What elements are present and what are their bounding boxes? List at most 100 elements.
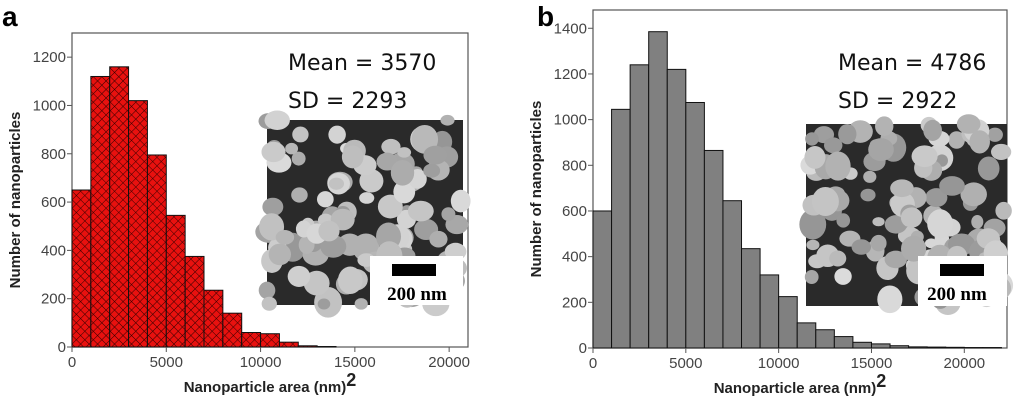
histogram-bar <box>870 343 891 349</box>
histogram-bar <box>703 149 724 349</box>
sem-particle <box>924 238 938 249</box>
panel-label: b <box>537 1 554 32</box>
sem-particle <box>823 137 843 154</box>
histogram-bar <box>222 312 243 348</box>
histogram-bar <box>297 345 318 348</box>
y-tick-label: 1000 <box>554 112 587 129</box>
sem-particle <box>868 138 894 162</box>
sem-particle <box>287 265 311 287</box>
sd-annotation: SD = 2922 <box>838 89 957 114</box>
sem-particle <box>925 188 948 208</box>
sem-particle <box>393 180 416 204</box>
x-axis-label: Nanoparticle area (nm)2 <box>714 371 887 397</box>
y-tick-label: 1000 <box>33 97 66 114</box>
histogram-bar <box>778 296 798 349</box>
y-tick-label: 0 <box>579 340 587 357</box>
sem-particle <box>875 116 894 137</box>
sem-particle <box>441 207 456 222</box>
histogram-bar <box>722 200 743 349</box>
histogram-bar <box>90 75 111 348</box>
sem-particle <box>291 187 308 203</box>
histogram-bar <box>184 255 205 348</box>
sem-particle <box>337 266 363 294</box>
y-tick-label: 600 <box>562 203 587 220</box>
x-tick-label: 20000 <box>428 354 470 371</box>
histogram-bar <box>926 346 947 349</box>
histogram-bar <box>852 341 872 349</box>
x-tick-label: 10000 <box>758 355 800 372</box>
sem-particle <box>381 138 401 155</box>
scale-bar-label: 200 nm <box>927 284 987 305</box>
y-tick-label: 1400 <box>554 20 587 37</box>
sem-particle <box>836 213 851 228</box>
sem-particle <box>799 209 827 240</box>
sem-inset-image: 200 nm <box>799 114 1014 316</box>
sem-particle <box>292 126 309 143</box>
sem-particle <box>804 146 826 169</box>
y-tick-label: 400 <box>562 249 587 266</box>
histogram-bar <box>796 322 817 349</box>
sem-particle <box>829 250 847 267</box>
sem-particle <box>261 296 277 311</box>
histogram-bar <box>109 66 130 348</box>
scale-bar <box>392 264 436 276</box>
histogram-bar <box>592 210 613 349</box>
sem-particle <box>805 132 819 146</box>
mean-annotation: Mean = 4786 <box>838 51 986 76</box>
sem-particle <box>987 127 1003 142</box>
sem-particle <box>811 186 839 217</box>
histogram-bar <box>685 101 705 349</box>
scale-bar-label: 200 nm <box>387 284 447 305</box>
sem-particle <box>258 281 276 300</box>
sem-particle <box>376 152 398 171</box>
sem-particle <box>423 145 447 165</box>
y-axis-label: Number of nanoparticles <box>528 101 545 278</box>
histogram-bar <box>611 108 631 349</box>
x-axis-label: Nanoparticle area (nm)2 <box>184 370 357 396</box>
sem-particle <box>838 123 857 145</box>
x-axis-label-superscript: 2 <box>876 371 886 391</box>
sem-particle <box>318 220 340 242</box>
x-axis-label-superscript: 2 <box>346 370 356 390</box>
x-tick-label: 15000 <box>851 355 893 372</box>
histogram-bar <box>203 289 224 348</box>
histogram-bar <box>759 274 780 349</box>
sem-particle <box>900 235 927 262</box>
sem-particle <box>804 269 819 285</box>
y-axis-label: Number of nanoparticles <box>7 112 24 289</box>
x-axis-label-text: Nanoparticle area (nm) <box>184 379 347 396</box>
y-tick-label: 800 <box>562 157 587 174</box>
sem-particle <box>262 197 284 217</box>
sem-particle <box>851 239 872 255</box>
histogram-bar <box>71 189 92 348</box>
sem-particle <box>872 217 885 227</box>
sem-particle <box>877 285 903 314</box>
sem-particle <box>806 239 820 251</box>
histogram-bar <box>945 346 965 349</box>
y-tick-label: 1200 <box>554 66 587 83</box>
sem-particle <box>890 179 914 198</box>
y-tick-label: 1200 <box>33 49 66 66</box>
sem-particle <box>956 114 981 134</box>
panel-label: a <box>2 1 18 32</box>
sem-particle <box>354 298 368 310</box>
mean-annotation: Mean = 3570 <box>288 51 436 76</box>
histogram-bar <box>833 336 854 349</box>
sem-particle <box>927 209 953 239</box>
sem-particle <box>884 250 907 269</box>
chart-panel-a: a 0 5000 10000 15000 20000 0 200 400 600 800 1000 12… <box>2 1 471 396</box>
x-tick-label: 15000 <box>334 354 376 371</box>
y-tick-label: 0 <box>58 339 66 356</box>
sem-particle <box>261 141 286 163</box>
sem-particle <box>834 268 852 285</box>
sem-particle <box>341 145 364 169</box>
x-tick-label: 0 <box>589 355 597 372</box>
sem-particle <box>275 230 295 245</box>
sem-particle <box>450 189 471 213</box>
sem-particle <box>923 119 942 141</box>
sem-particle <box>948 131 965 149</box>
histogram-bar <box>741 248 761 349</box>
histogram-bar <box>815 329 835 349</box>
sem-particle <box>328 177 345 190</box>
